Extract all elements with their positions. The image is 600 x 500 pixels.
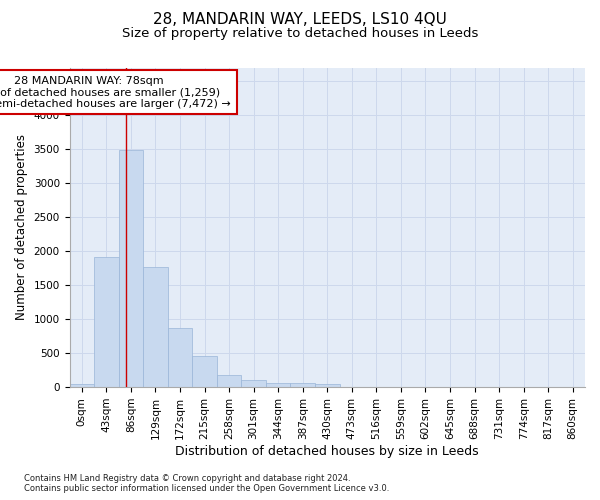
Y-axis label: Number of detached properties: Number of detached properties [15, 134, 28, 320]
Bar [168, 328, 192, 387]
X-axis label: Distribution of detached houses by size in Leeds: Distribution of detached houses by size … [175, 444, 479, 458]
Bar [315, 384, 340, 387]
Text: 28 MANDARIN WAY: 78sqm
← 14% of detached houses are smaller (1,259)
85% of semi-: 28 MANDARIN WAY: 78sqm ← 14% of detached… [0, 76, 231, 109]
Text: Size of property relative to detached houses in Leeds: Size of property relative to detached ho… [122, 28, 478, 40]
Bar [290, 384, 315, 387]
Text: Contains public sector information licensed under the Open Government Licence v3: Contains public sector information licen… [24, 484, 389, 493]
Bar [266, 382, 290, 387]
Bar [94, 256, 119, 387]
Text: Contains HM Land Registry data © Crown copyright and database right 2024.: Contains HM Land Registry data © Crown c… [24, 474, 350, 483]
Bar [241, 380, 266, 387]
Bar [143, 268, 168, 387]
Bar [217, 375, 241, 387]
Bar [70, 384, 94, 387]
Bar [192, 356, 217, 387]
Text: 28, MANDARIN WAY, LEEDS, LS10 4QU: 28, MANDARIN WAY, LEEDS, LS10 4QU [153, 12, 447, 28]
Bar [119, 150, 143, 387]
